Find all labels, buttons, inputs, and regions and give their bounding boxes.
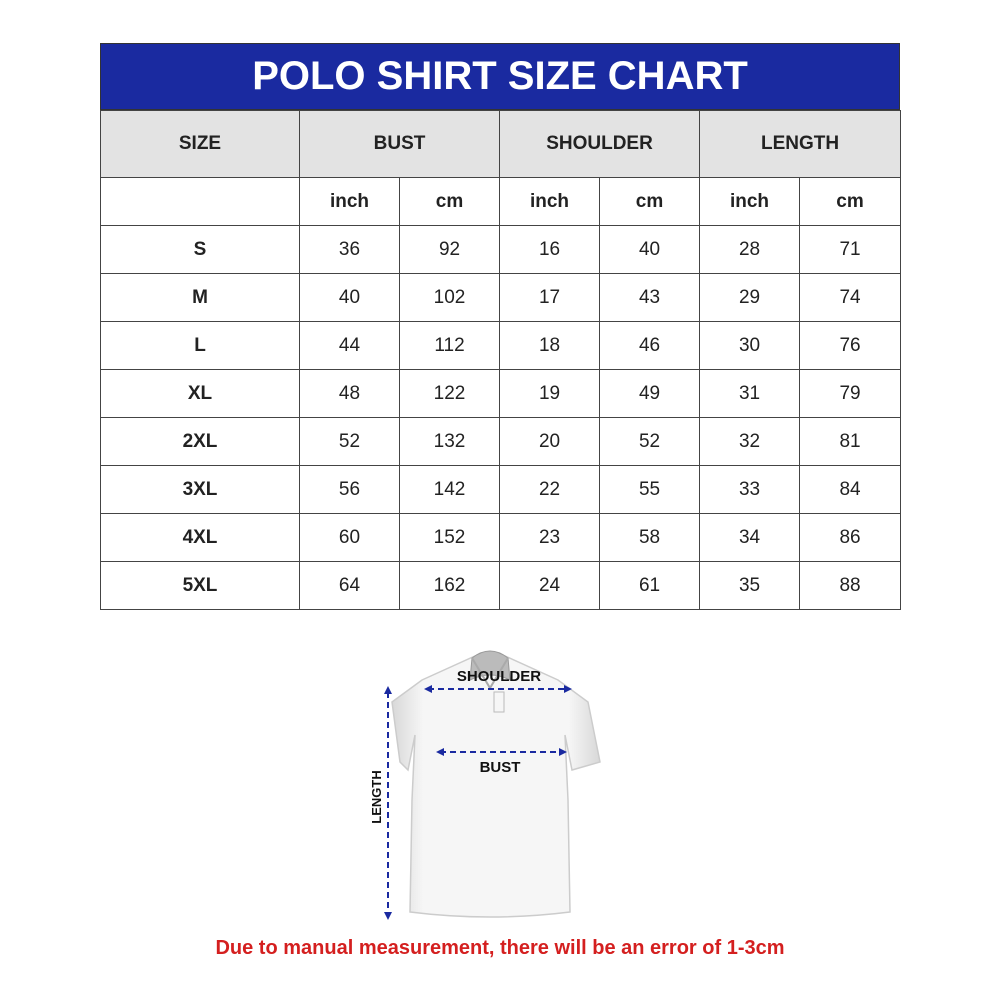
value-cell: 16: [499, 225, 601, 274]
value-cell: 36: [299, 225, 400, 274]
value-cell: 132: [398, 417, 501, 466]
header-bust: BUST: [298, 110, 501, 178]
value-cell: 71: [799, 225, 902, 274]
bust-label: BUST: [480, 759, 521, 776]
value-cell: 40: [599, 225, 701, 274]
value-cell: 40: [299, 273, 400, 322]
size-cell: XL: [100, 369, 300, 418]
value-cell: 76: [799, 321, 902, 370]
unit-cm: cm: [799, 177, 902, 226]
size-cell: 5XL: [100, 561, 300, 610]
size-cell: M: [100, 273, 300, 322]
value-cell: 52: [599, 417, 701, 466]
value-cell: 81: [799, 417, 902, 466]
value-cell: 22: [499, 465, 601, 514]
unit-blank: [100, 177, 300, 226]
unit-inch: inch: [699, 177, 801, 226]
unit-inch: inch: [499, 177, 601, 226]
value-cell: 60: [299, 513, 400, 562]
value-cell: 48: [299, 369, 400, 418]
value-cell: 58: [599, 513, 701, 562]
value-cell: 162: [398, 561, 501, 610]
value-cell: 35: [699, 561, 801, 610]
value-cell: 88: [799, 561, 902, 610]
unit-inch: inch: [299, 177, 400, 226]
size-cell: 4XL: [100, 513, 300, 562]
value-cell: 33: [699, 465, 801, 514]
value-cell: 49: [599, 369, 701, 418]
unit-row: inch cm inch cm inch cm: [100, 177, 902, 226]
value-cell: 46: [599, 321, 701, 370]
table-row: 5XL 64 162 24 61 35 88: [100, 561, 902, 610]
table-row: 2XL 52 132 20 52 32 81: [100, 417, 902, 466]
value-cell: 122: [398, 369, 501, 418]
unit-cm: cm: [599, 177, 701, 226]
value-cell: 19: [499, 369, 601, 418]
table-row: 4XL 60 152 23 58 34 86: [100, 513, 902, 562]
value-cell: 44: [299, 321, 400, 370]
size-cell: 2XL: [100, 417, 300, 466]
measurement-note: Due to manual measurement, there will be…: [215, 937, 785, 959]
value-cell: 43: [599, 273, 701, 322]
value-cell: 31: [699, 369, 801, 418]
value-cell: 24: [499, 561, 601, 610]
table-row: L 44 112 18 46 30 76: [100, 321, 902, 370]
size-cell: 3XL: [100, 465, 300, 514]
header-length: LENGTH: [699, 110, 902, 178]
table-row: XL 48 122 19 49 31 79: [100, 369, 902, 418]
table-row: 3XL 56 142 22 55 33 84: [100, 465, 902, 514]
size-cell: S: [100, 225, 300, 274]
chart-title: POLO SHIRT SIZE CHART: [100, 43, 900, 110]
table-row: S 36 92 16 40 28 71: [100, 225, 902, 274]
size-table: SIZE BUST SHOULDER LENGTH inch cm inch cm in…: [100, 110, 902, 610]
value-cell: 52: [299, 417, 400, 466]
value-cell: 152: [398, 513, 501, 562]
value-cell: 18: [499, 321, 601, 370]
value-cell: 64: [299, 561, 400, 610]
value-cell: 79: [799, 369, 902, 418]
value-cell: 20: [499, 417, 601, 466]
value-cell: 102: [398, 273, 501, 322]
value-cell: 86: [799, 513, 902, 562]
value-cell: 32: [699, 417, 801, 466]
value-cell: 29: [699, 273, 801, 322]
header-row: SIZE BUST SHOULDER LENGTH: [100, 110, 902, 178]
value-cell: 17: [499, 273, 601, 322]
value-cell: 28: [699, 225, 801, 274]
value-cell: 84: [799, 465, 902, 514]
shirt-diagram: SHOULDER BUST LENGTH: [369, 650, 601, 920]
header-size: SIZE: [100, 110, 300, 178]
header-shoulder: SHOULDER: [499, 110, 701, 178]
polo-shirt-icon: [391, 650, 601, 918]
length-label: LENGTH: [369, 770, 384, 823]
value-cell: 23: [499, 513, 601, 562]
value-cell: 56: [299, 465, 400, 514]
value-cell: 92: [398, 225, 501, 274]
table-row: M 40 102 17 43 29 74: [100, 273, 902, 322]
unit-cm: cm: [398, 177, 501, 226]
value-cell: 34: [699, 513, 801, 562]
value-cell: 30: [699, 321, 801, 370]
value-cell: 142: [398, 465, 501, 514]
size-cell: L: [100, 321, 300, 370]
value-cell: 55: [599, 465, 701, 514]
value-cell: 74: [799, 273, 902, 322]
value-cell: 61: [599, 561, 701, 610]
shoulder-label: SHOULDER: [457, 668, 541, 685]
value-cell: 112: [398, 321, 501, 370]
